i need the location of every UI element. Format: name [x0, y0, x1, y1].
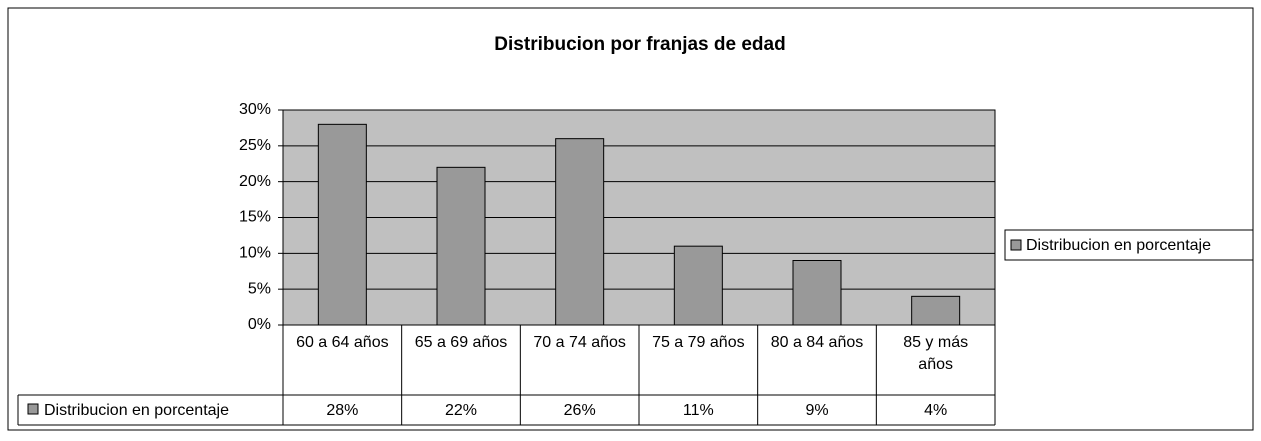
x-tick-label: 75 a 79 años [652, 334, 745, 351]
legend-box [1004, 229, 1254, 261]
y-tick-label: 5% [248, 280, 271, 297]
y-tick-label: 15% [239, 209, 271, 226]
bar [436, 166, 486, 326]
value-label: 28% [326, 402, 358, 419]
bar [911, 295, 961, 326]
bar [317, 123, 367, 326]
x-tick-label: 65 a 69 años [414, 334, 508, 351]
table-series-name: Distribucion en porcentaje [44, 402, 229, 419]
legend-label: Distribucion en porcentaje [1026, 237, 1211, 254]
x-tick-label: 60 a 64 años [296, 334, 389, 351]
x-tick-label: 70 a 74 años [533, 334, 626, 351]
value-label: 22% [445, 402, 477, 419]
y-tick-label: 0% [248, 316, 271, 333]
bar [555, 138, 605, 326]
value-label: 11% [683, 402, 714, 419]
bar [792, 260, 842, 326]
x-tick-label: 85 y más años [903, 334, 969, 373]
legend-key [1010, 239, 1022, 251]
value-label: 9% [805, 402, 828, 419]
bar [673, 245, 723, 326]
value-label: 4% [924, 402, 947, 419]
legend-key [27, 403, 39, 415]
y-tick-label: 25% [239, 137, 271, 154]
value-label: 26% [564, 402, 596, 419]
y-tick-label: 10% [239, 245, 271, 262]
chart-title: Distribucion por franjas de edad [494, 34, 785, 55]
x-tick-label: 80 a 84 años [770, 334, 864, 351]
y-tick-label: 30% [239, 101, 271, 118]
y-tick-label: 20% [239, 173, 271, 190]
